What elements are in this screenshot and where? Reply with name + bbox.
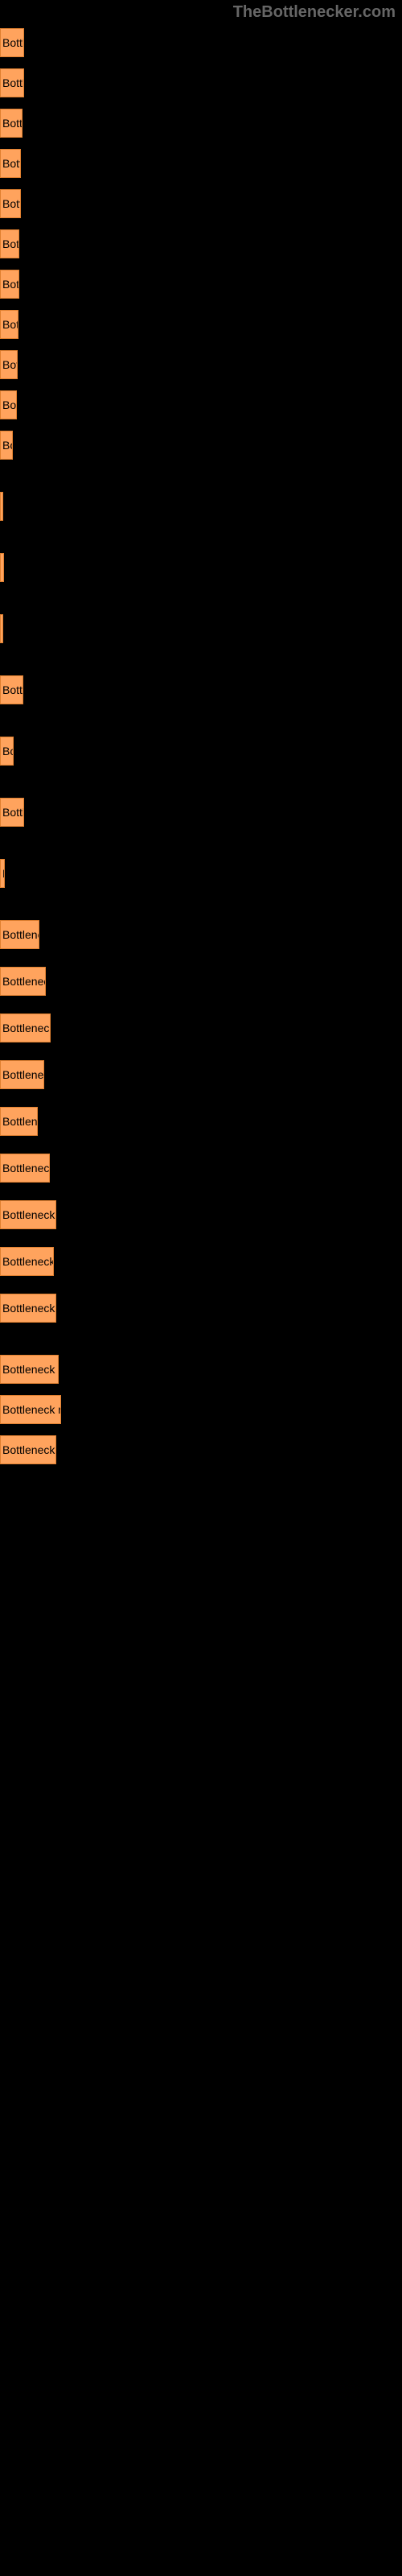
bar: Bottleneck results bbox=[0, 68, 24, 97]
bar: Bottleneck results bbox=[0, 859, 5, 888]
chart-row: Bottleneck results bbox=[0, 1435, 402, 1464]
bar: Bottleneck results bbox=[0, 1154, 50, 1183]
chart-row: Bottleneck results bbox=[0, 798, 402, 827]
chart-row: Bottleneck results bbox=[0, 390, 402, 419]
bar: Bottleneck results bbox=[0, 1247, 54, 1276]
bar: Bottleneck results bbox=[0, 390, 17, 419]
chart-row: Bottleneck results bbox=[0, 1355, 402, 1384]
chart-row: Bottleneck results bbox=[0, 149, 402, 178]
chart-row: Bottleneck results bbox=[0, 920, 402, 949]
bar: Bottleneck results bbox=[0, 229, 19, 258]
chart-row: Bottleneck results bbox=[0, 229, 402, 258]
chart-row: Bottleneck results bbox=[0, 431, 402, 460]
chart-row: Bottleneck results bbox=[0, 68, 402, 97]
chart-row: Bottleneck results bbox=[0, 1060, 402, 1089]
chart-row: Bottleneck results bbox=[0, 270, 402, 299]
chart-row: Bottleneck results bbox=[0, 28, 402, 57]
chart-row: Bottleneck results bbox=[0, 614, 402, 643]
bar: Bottleneck results bbox=[0, 109, 23, 138]
chart-row: Bottleneck results bbox=[0, 109, 402, 138]
bar: Bottleneck results bbox=[0, 1294, 56, 1323]
chart-row: Bottleneck results bbox=[0, 1107, 402, 1136]
bar: Bottleneck results bbox=[0, 675, 23, 704]
bar: Bottleneck results bbox=[0, 1200, 56, 1229]
bar: Bottleneck results bbox=[0, 1395, 61, 1424]
bar: Bottleneck results bbox=[0, 553, 4, 582]
bar: Bottleneck results bbox=[0, 270, 19, 299]
site-header: TheBottlenecker.com bbox=[0, 0, 402, 25]
bar: Bottleneck results bbox=[0, 1013, 51, 1042]
bar: Bottleneck results bbox=[0, 350, 18, 379]
chart-row: Bottleneck results bbox=[0, 492, 402, 521]
chart-row: Bottleneck results bbox=[0, 1395, 402, 1424]
chart-row: Bottleneck results bbox=[0, 1247, 402, 1276]
chart-row: Bottleneck results bbox=[0, 859, 402, 888]
chart-row: Bottleneck results bbox=[0, 553, 402, 582]
bar: Bottleneck results bbox=[0, 798, 24, 827]
chart-row: Bottleneck results bbox=[0, 310, 402, 339]
bar: Bottleneck results bbox=[0, 1355, 59, 1384]
bar: Bottleneck results bbox=[0, 1107, 38, 1136]
bar: Bottleneck results bbox=[0, 1435, 56, 1464]
bar: Bottleneck results bbox=[0, 614, 3, 643]
bar: Bottleneck results bbox=[0, 1060, 44, 1089]
bar: Bottleneck results bbox=[0, 737, 14, 766]
bar: Bottleneck results bbox=[0, 967, 46, 996]
bar: Bottleneck results bbox=[0, 492, 3, 521]
bar: Bottleneck results bbox=[0, 431, 13, 460]
chart-row: Bottleneck results bbox=[0, 1200, 402, 1229]
chart-row: Bottleneck results bbox=[0, 189, 402, 218]
bar: Bottleneck results bbox=[0, 149, 21, 178]
chart-row: Bottleneck results bbox=[0, 1013, 402, 1042]
chart-row: Bottleneck results bbox=[0, 1154, 402, 1183]
bar: Bottleneck results bbox=[0, 920, 39, 949]
bar: Bottleneck results bbox=[0, 310, 18, 339]
chart-row: Bottleneck results bbox=[0, 350, 402, 379]
bar: Bottleneck results bbox=[0, 189, 21, 218]
bottleneck-chart: Bottleneck results Bottleneck results Bott… bbox=[0, 25, 402, 1479]
chart-row: Bottleneck results bbox=[0, 675, 402, 704]
chart-row: Bottleneck results bbox=[0, 967, 402, 996]
chart-row: Bottleneck results bbox=[0, 1294, 402, 1323]
bar: Bottleneck results bbox=[0, 28, 24, 57]
chart-row: Bottleneck results bbox=[0, 737, 402, 766]
